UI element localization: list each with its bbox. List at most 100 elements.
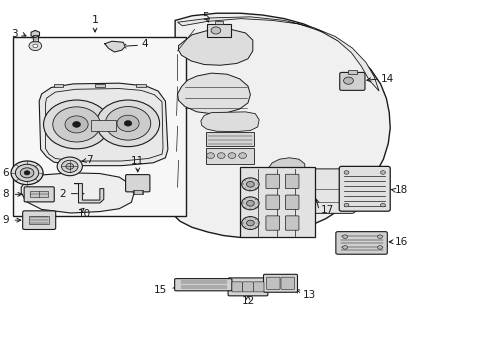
Text: 12: 12 <box>241 296 254 306</box>
Circle shape <box>33 44 38 48</box>
FancyBboxPatch shape <box>24 187 54 202</box>
Circle shape <box>377 246 382 249</box>
Circle shape <box>124 121 132 126</box>
Circle shape <box>117 115 139 131</box>
Text: 4: 4 <box>141 40 147 49</box>
Bar <box>215 21 222 24</box>
Bar <box>347 70 356 74</box>
Bar <box>30 192 48 197</box>
Circle shape <box>211 27 220 34</box>
Text: 11: 11 <box>131 156 144 166</box>
FancyBboxPatch shape <box>265 216 279 230</box>
Text: 8: 8 <box>2 189 9 199</box>
Polygon shape <box>31 31 40 38</box>
Circle shape <box>217 153 224 158</box>
FancyBboxPatch shape <box>242 282 253 292</box>
FancyBboxPatch shape <box>245 169 355 213</box>
Text: 5: 5 <box>202 12 208 22</box>
FancyBboxPatch shape <box>231 282 242 292</box>
Polygon shape <box>268 158 304 176</box>
Polygon shape <box>178 30 252 65</box>
Circle shape <box>342 246 347 249</box>
Circle shape <box>20 168 34 178</box>
Polygon shape <box>21 173 134 213</box>
Circle shape <box>238 153 246 158</box>
Circle shape <box>246 181 254 187</box>
FancyBboxPatch shape <box>285 174 298 189</box>
Circle shape <box>241 217 259 229</box>
Text: 18: 18 <box>394 185 407 195</box>
Circle shape <box>343 77 353 84</box>
Text: 1: 1 <box>91 15 98 25</box>
Circle shape <box>65 116 88 133</box>
Polygon shape <box>75 184 103 203</box>
Bar <box>29 216 49 225</box>
Circle shape <box>15 164 39 181</box>
FancyBboxPatch shape <box>263 274 297 292</box>
FancyBboxPatch shape <box>239 167 314 237</box>
Bar <box>136 84 146 87</box>
Polygon shape <box>201 112 259 132</box>
Circle shape <box>241 178 259 191</box>
FancyBboxPatch shape <box>253 282 264 292</box>
Circle shape <box>66 163 74 169</box>
FancyBboxPatch shape <box>339 72 364 90</box>
Text: 15: 15 <box>153 285 166 296</box>
Text: 7: 7 <box>86 155 93 165</box>
Circle shape <box>377 235 382 238</box>
FancyBboxPatch shape <box>206 24 230 37</box>
Text: 16: 16 <box>394 237 407 247</box>
Circle shape <box>241 197 259 210</box>
FancyBboxPatch shape <box>281 277 294 289</box>
FancyBboxPatch shape <box>266 277 280 289</box>
Circle shape <box>96 100 159 147</box>
FancyBboxPatch shape <box>174 279 231 291</box>
Polygon shape <box>164 13 389 237</box>
Circle shape <box>57 157 82 176</box>
FancyBboxPatch shape <box>265 195 279 210</box>
FancyBboxPatch shape <box>22 211 56 229</box>
Bar <box>14 37 185 216</box>
Text: 14: 14 <box>380 74 393 84</box>
Bar <box>133 190 142 194</box>
FancyBboxPatch shape <box>285 195 298 210</box>
Circle shape <box>380 171 385 174</box>
Bar <box>205 148 254 164</box>
Text: 2: 2 <box>59 189 84 199</box>
Circle shape <box>53 107 100 142</box>
Polygon shape <box>39 83 167 166</box>
Bar <box>95 84 104 87</box>
Circle shape <box>43 100 109 149</box>
Text: 9: 9 <box>2 215 9 225</box>
Circle shape <box>105 107 150 140</box>
Circle shape <box>11 161 43 185</box>
Circle shape <box>29 41 41 50</box>
FancyBboxPatch shape <box>335 231 386 254</box>
FancyBboxPatch shape <box>285 216 298 230</box>
Circle shape <box>206 153 214 158</box>
Circle shape <box>72 121 81 127</box>
FancyBboxPatch shape <box>125 175 150 192</box>
Circle shape <box>246 201 254 206</box>
Polygon shape <box>177 17 378 91</box>
Text: 6: 6 <box>2 168 9 178</box>
Bar <box>33 35 38 43</box>
Circle shape <box>344 171 348 174</box>
Text: 10: 10 <box>78 209 91 219</box>
Circle shape <box>61 160 78 172</box>
Bar <box>205 132 254 146</box>
Bar <box>54 84 63 87</box>
Circle shape <box>380 203 385 207</box>
Circle shape <box>342 235 347 238</box>
Circle shape <box>344 203 348 207</box>
FancyBboxPatch shape <box>265 174 279 189</box>
Polygon shape <box>177 73 250 114</box>
Text: 17: 17 <box>320 206 333 216</box>
Text: 3: 3 <box>11 29 18 39</box>
Polygon shape <box>104 41 125 52</box>
Circle shape <box>246 220 254 226</box>
Circle shape <box>24 171 30 175</box>
Circle shape <box>227 153 235 158</box>
Bar <box>91 120 116 131</box>
Text: 13: 13 <box>302 291 315 301</box>
